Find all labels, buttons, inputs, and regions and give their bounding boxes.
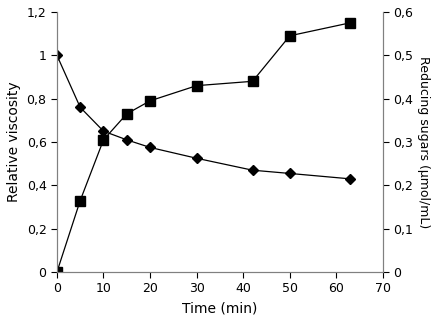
Y-axis label: Reducing sugars (μmol/mL): Reducing sugars (μmol/mL)	[417, 56, 430, 228]
X-axis label: Time (min): Time (min)	[182, 301, 258, 315]
Y-axis label: Relative viscosity: Relative viscosity	[7, 82, 21, 202]
